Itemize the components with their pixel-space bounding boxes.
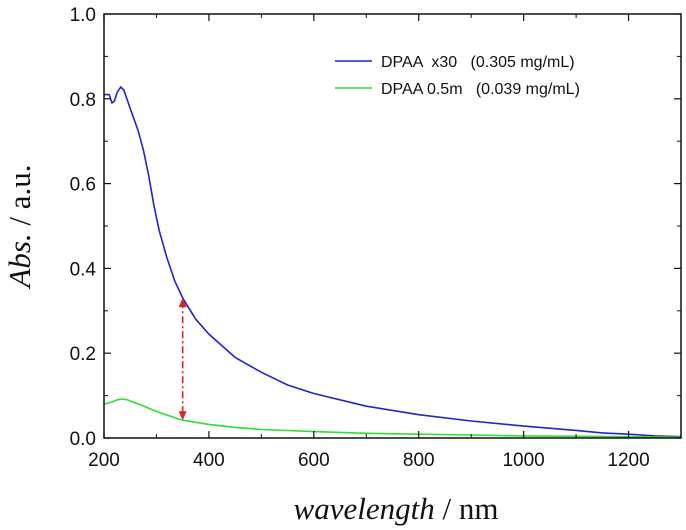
x-axis-title-main: wavelength <box>294 491 435 526</box>
annotation-layer <box>178 298 187 421</box>
legend-label-1: DPAA x30 (0.305 mg/mL) <box>381 54 575 71</box>
x-tick-label-800: 800 <box>403 450 435 471</box>
x-tick-label-400: 400 <box>193 450 225 471</box>
x-axis-title-unit: / nm <box>435 491 499 526</box>
x-tick-label-200: 200 <box>88 450 120 471</box>
plot-frame <box>103 13 682 439</box>
series-line-2 <box>103 398 682 439</box>
x-tick-label-1200: 1200 <box>607 450 649 471</box>
x-axis-title: wavelength / nm <box>294 491 499 526</box>
y-axis-title: Abs. / a.u. <box>2 164 37 289</box>
annotation-arrow-head-top <box>178 298 187 308</box>
y-tick-label-5: 1.0 <box>70 5 96 26</box>
y-tick-label-1: 0.2 <box>70 344 96 365</box>
y-tick-label-3: 0.6 <box>70 175 96 196</box>
y-tick-label-4: 0.8 <box>70 90 96 111</box>
series-line-1 <box>103 86 682 438</box>
annotation-arrow-head-bottom <box>178 411 187 421</box>
legend-label-2: DPAA 0.5m (0.039 mg/mL) <box>381 81 580 98</box>
y-axis-title-unit: / a.u. <box>2 164 37 233</box>
y-axis-title-main: Abs. <box>2 233 37 289</box>
axes-layer: 200 400 600 800 1000 1200 0.0 0.2 0.4 0.6 0.8 1.0 <box>70 5 682 471</box>
x-tick-label-600: 600 <box>298 450 330 471</box>
y-tick-label-0: 0.0 <box>70 429 96 450</box>
y-tick-label-2: 0.4 <box>70 259 97 280</box>
series-layer <box>103 86 682 439</box>
x-tick-label-1000: 1000 <box>502 450 544 471</box>
legend: DPAA x30 (0.305 mg/mL) DPAA 0.5m (0.039 m… <box>335 54 580 98</box>
